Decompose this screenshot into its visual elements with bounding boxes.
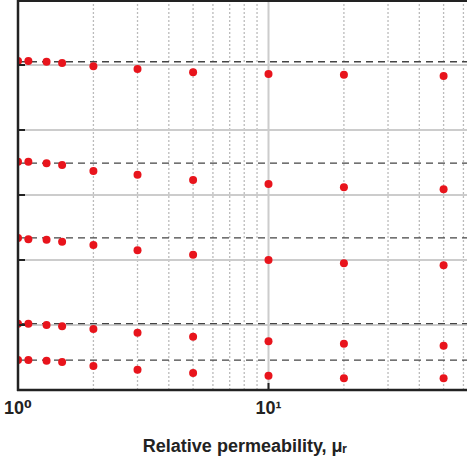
- data-point: [340, 374, 348, 382]
- reference-line: [18, 237, 467, 238]
- data-point: [189, 176, 197, 184]
- data-point: [340, 71, 348, 79]
- chart-container: 10⁰ 10¹ Relative permeability, μᵣ: [0, 0, 467, 467]
- data-point: [89, 167, 97, 175]
- data-point: [43, 357, 51, 365]
- reference-line: [18, 359, 467, 360]
- data-point: [134, 366, 142, 374]
- grid: [18, 0, 467, 390]
- y-grid-line: [18, 259, 467, 261]
- y-tick: [18, 129, 25, 131]
- data-point: [58, 161, 66, 169]
- y-tick: [18, 324, 25, 326]
- x-tick-label: 10⁰: [4, 398, 32, 418]
- data-point: [189, 251, 197, 259]
- data-point: [340, 183, 348, 191]
- y-grid-line: [18, 64, 467, 66]
- top-frame-line: [18, 0, 467, 2]
- data-point: [440, 374, 448, 382]
- data-point: [58, 358, 66, 366]
- data-point: [58, 59, 66, 67]
- plot-area: [18, 57, 467, 382]
- data-point: [189, 369, 197, 377]
- reference-line: [18, 162, 467, 163]
- data-point: [440, 261, 448, 269]
- data-point: [43, 58, 51, 66]
- y-grid-line: [18, 129, 467, 131]
- chart-svg: 10⁰ 10¹ Relative permeability, μᵣ: [0, 0, 467, 467]
- data-point: [440, 185, 448, 193]
- y-tick: [18, 64, 25, 66]
- data-point: [43, 321, 51, 329]
- data-point: [134, 171, 142, 179]
- data-point: [134, 246, 142, 254]
- data-point: [89, 62, 97, 70]
- reference-line: [18, 61, 467, 62]
- y-grid-line: [18, 324, 467, 326]
- data-point: [89, 362, 97, 370]
- data-point: [58, 238, 66, 246]
- y-grid-line: [18, 389, 467, 390]
- data-point: [265, 70, 273, 78]
- y-grid-line: [18, 194, 467, 196]
- data-point: [24, 356, 32, 364]
- data-point: [89, 241, 97, 249]
- data-point: [440, 342, 448, 350]
- x-axis-line: [17, 389, 467, 392]
- data-point: [134, 329, 142, 337]
- data-point: [340, 259, 348, 267]
- reference-line: [18, 323, 467, 324]
- data-point: [189, 68, 197, 76]
- data-point: [24, 158, 32, 166]
- y-tick: [18, 259, 25, 261]
- x-axis-label: Relative permeability, μᵣ: [143, 436, 348, 456]
- data-point: [24, 235, 32, 243]
- data-point: [89, 325, 97, 333]
- data-point: [43, 236, 51, 244]
- x-tick: [268, 383, 270, 390]
- data-point: [265, 372, 273, 380]
- data-point: [43, 159, 51, 167]
- data-point: [340, 340, 348, 348]
- data-point: [265, 256, 273, 264]
- data-point: [189, 333, 197, 341]
- y-tick: [18, 0, 25, 1]
- data-point: [134, 65, 142, 73]
- data-point: [265, 180, 273, 188]
- data-point: [58, 322, 66, 330]
- data-point: [265, 337, 273, 345]
- y-tick: [18, 389, 25, 391]
- data-point: [24, 320, 32, 328]
- y-tick: [18, 194, 25, 196]
- data-point: [440, 72, 448, 80]
- x-tick-label: 10¹: [255, 398, 281, 418]
- y-grid-line: [18, 0, 467, 1]
- x-tick: [17, 383, 19, 390]
- data-point: [24, 57, 32, 65]
